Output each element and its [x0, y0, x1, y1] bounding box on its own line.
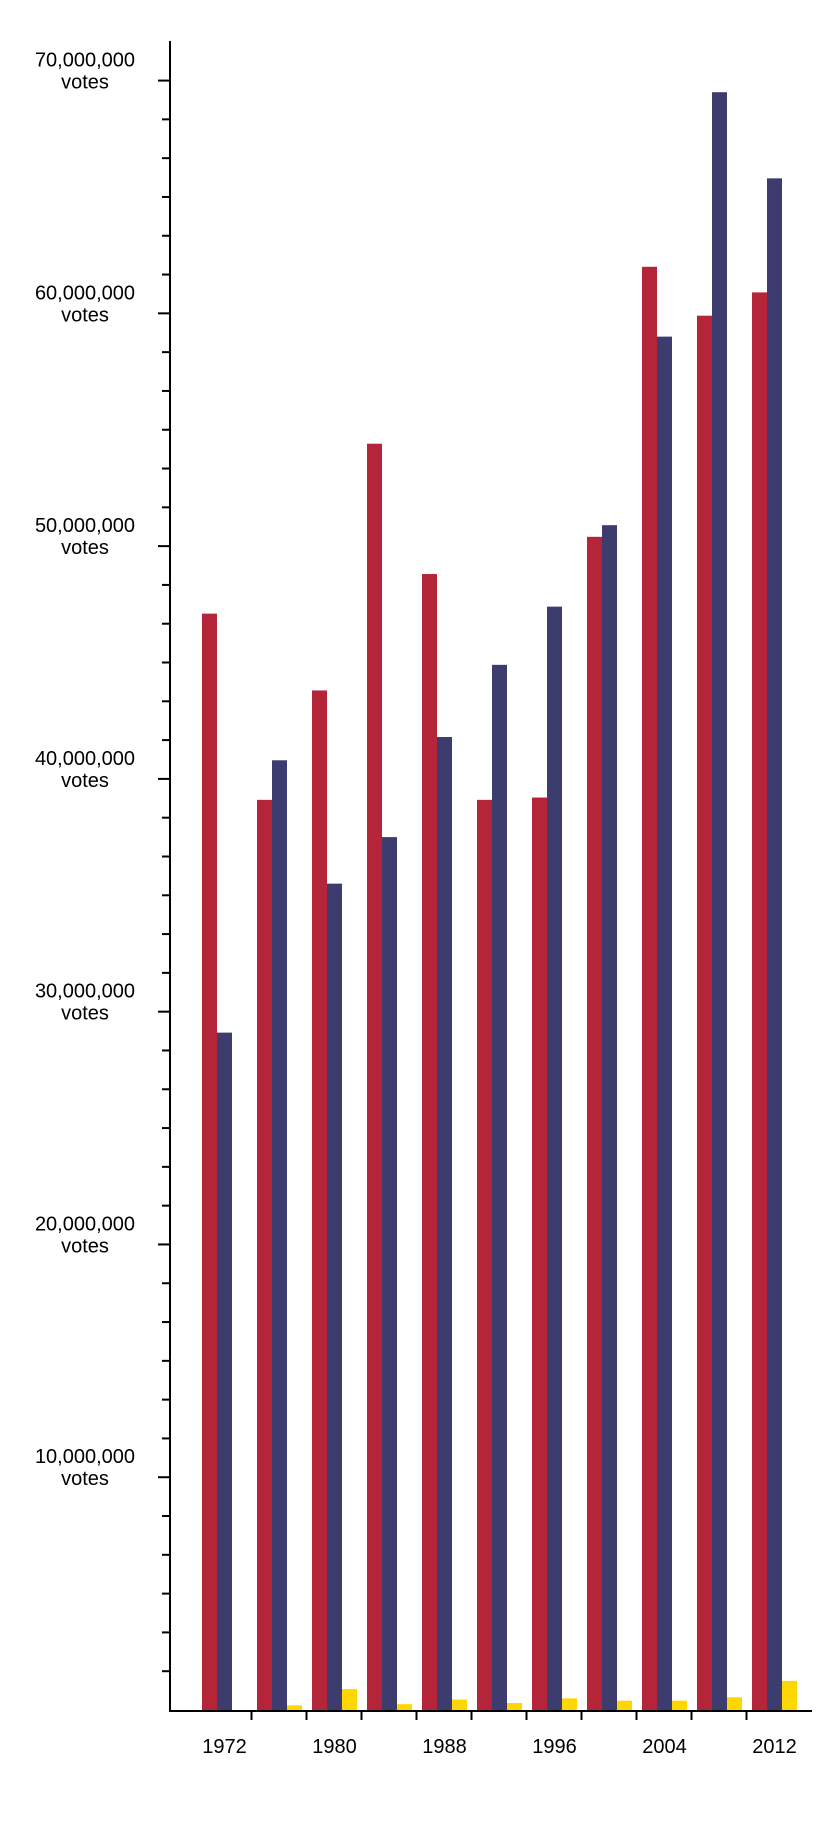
bar: [217, 1032, 232, 1710]
bar: [342, 1689, 357, 1710]
y-tick-label: 20,000,000 votes: [35, 1213, 135, 1257]
y-tick-label: 70,000,000 votes: [35, 50, 135, 94]
bar: [272, 760, 287, 1710]
bar: [202, 613, 217, 1710]
bar: [697, 315, 712, 1710]
bar: [767, 178, 782, 1710]
y-tick-label: 30,000,000 votes: [35, 981, 135, 1025]
bar: [752, 292, 767, 1711]
bar: [437, 736, 452, 1710]
bar: [397, 1704, 412, 1710]
bar: [602, 525, 617, 1711]
x-tick-label: 2012: [752, 1736, 797, 1758]
bar: [492, 664, 507, 1711]
y-tick-label: 60,000,000 votes: [35, 282, 135, 326]
bar: [532, 797, 547, 1710]
bar: [312, 690, 327, 1710]
bar: [422, 574, 437, 1710]
y-tick-label: 40,000,000 votes: [35, 748, 135, 792]
x-tick-label: 1988: [422, 1736, 467, 1758]
bar: [727, 1697, 742, 1710]
bar: [657, 336, 672, 1711]
x-tick-label: 1980: [312, 1736, 357, 1758]
bar: [587, 536, 602, 1710]
bar: [327, 883, 342, 1710]
bar: [672, 1700, 687, 1710]
bar: [617, 1700, 632, 1710]
bar: [642, 266, 657, 1710]
bar: [452, 1699, 467, 1710]
bar: [507, 1703, 522, 1710]
x-tick-label: 1996: [532, 1736, 577, 1758]
bar: [782, 1680, 797, 1710]
x-tick-label: 2004: [642, 1736, 687, 1758]
bar: [562, 1698, 577, 1710]
bar: [367, 443, 382, 1710]
bar: [477, 799, 492, 1710]
bar: [382, 837, 397, 1710]
x-tick-label: 1972: [202, 1736, 247, 1758]
bar: [287, 1705, 302, 1710]
bar: [547, 606, 562, 1711]
bar: [712, 92, 727, 1711]
y-tick-label: 10,000,000 votes: [35, 1446, 135, 1490]
bar: [257, 799, 272, 1710]
y-tick-label: 50,000,000 votes: [35, 515, 135, 559]
